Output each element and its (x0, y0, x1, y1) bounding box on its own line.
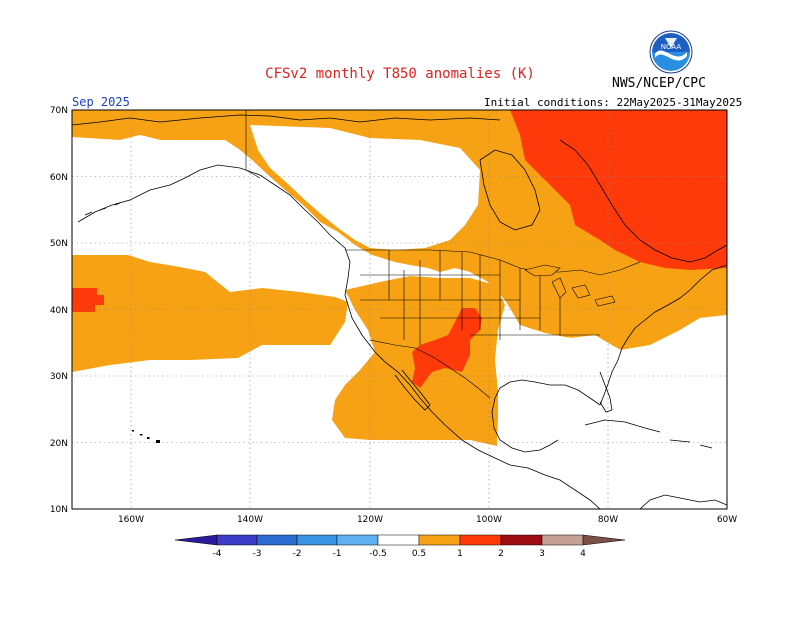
svg-text:60W: 60W (717, 515, 737, 525)
map-frame (71, 109, 728, 510)
svg-text:60N: 60N (50, 173, 68, 183)
svg-text:3: 3 (539, 549, 545, 559)
anomaly-gap-canada (250, 125, 480, 250)
colorbar-cell-3-4 (541, 534, 584, 546)
coastlines (72, 114, 727, 509)
great-lakes (524, 264, 616, 307)
colorbar (174, 534, 626, 546)
colorbar-cell-4-3 (216, 534, 258, 546)
svg-text:-1: -1 (333, 549, 342, 559)
svg-text:0.5: 0.5 (412, 549, 426, 559)
anomaly-fields (72, 110, 727, 509)
anomaly-region-red-southwest (412, 308, 482, 388)
colorbar-cell-05-05 (377, 534, 420, 546)
svg-text:50N: 50N (50, 239, 68, 249)
svg-text:100W: 100W (476, 515, 502, 525)
hawaii-islands (132, 430, 160, 443)
anomaly-gap-alaska (72, 135, 355, 262)
svg-text:2: 2 (498, 549, 504, 559)
svg-text:NOAA: NOAA (661, 43, 682, 51)
svg-text:-0.5: -0.5 (369, 549, 387, 559)
colorbar-cell-gt-4 (582, 534, 626, 546)
colorbar-cell-2-3 (500, 534, 543, 546)
svg-text:20N: 20N (50, 439, 68, 449)
svg-text:-3: -3 (253, 549, 262, 559)
anomaly-region-red-pacific (72, 288, 104, 312)
svg-text:70N: 70N (50, 106, 68, 116)
anomaly-region-orange-pacific (72, 255, 348, 372)
svg-text:30N: 30N (50, 372, 68, 382)
colorbar-cell-05-1 (418, 534, 461, 546)
svg-text:1: 1 (457, 549, 463, 559)
longitude-labels: 160W 140W 120W 100W 80W 60W (118, 515, 737, 525)
svg-text:10N: 10N (50, 505, 68, 515)
svg-text:140W: 140W (237, 515, 263, 525)
colorbar-cell-2-1 (296, 534, 338, 546)
colorbar-labels: -4 -3 -2 -1 -0.5 0.5 1 2 3 4 (213, 549, 587, 559)
svg-text:80W: 80W (598, 515, 618, 525)
noaa-logo: NOAA (649, 30, 693, 74)
anomaly-gap-southeast (495, 315, 727, 509)
colorbar-cell-lt-4 (174, 534, 218, 546)
svg-text:120W: 120W (357, 515, 383, 525)
map-title: CFSv2 monthly T850 anomalies (K) (265, 66, 535, 82)
latitude-labels: 70N 60N 50N 40N 30N 20N 10N (50, 106, 68, 515)
svg-text:40N: 40N (50, 306, 68, 316)
svg-text:-2: -2 (293, 549, 302, 559)
colorbar-cell-1-05 (336, 534, 379, 546)
agency-label: NWS/NCEP/CPC (612, 76, 706, 91)
map-gridlines (72, 110, 727, 509)
svg-text:-4: -4 (213, 549, 222, 559)
initial-conditions: Initial conditions: 22May2025-31May2025 (484, 96, 743, 109)
forecast-month: Sep 2025 (72, 95, 130, 109)
svg-text:160W: 160W (118, 515, 144, 525)
anomaly-region-red-northeast (510, 110, 727, 270)
svg-text:4: 4 (580, 549, 586, 559)
colorbar-cell-3-2 (256, 534, 298, 546)
colorbar-cell-1-2 (459, 534, 502, 546)
